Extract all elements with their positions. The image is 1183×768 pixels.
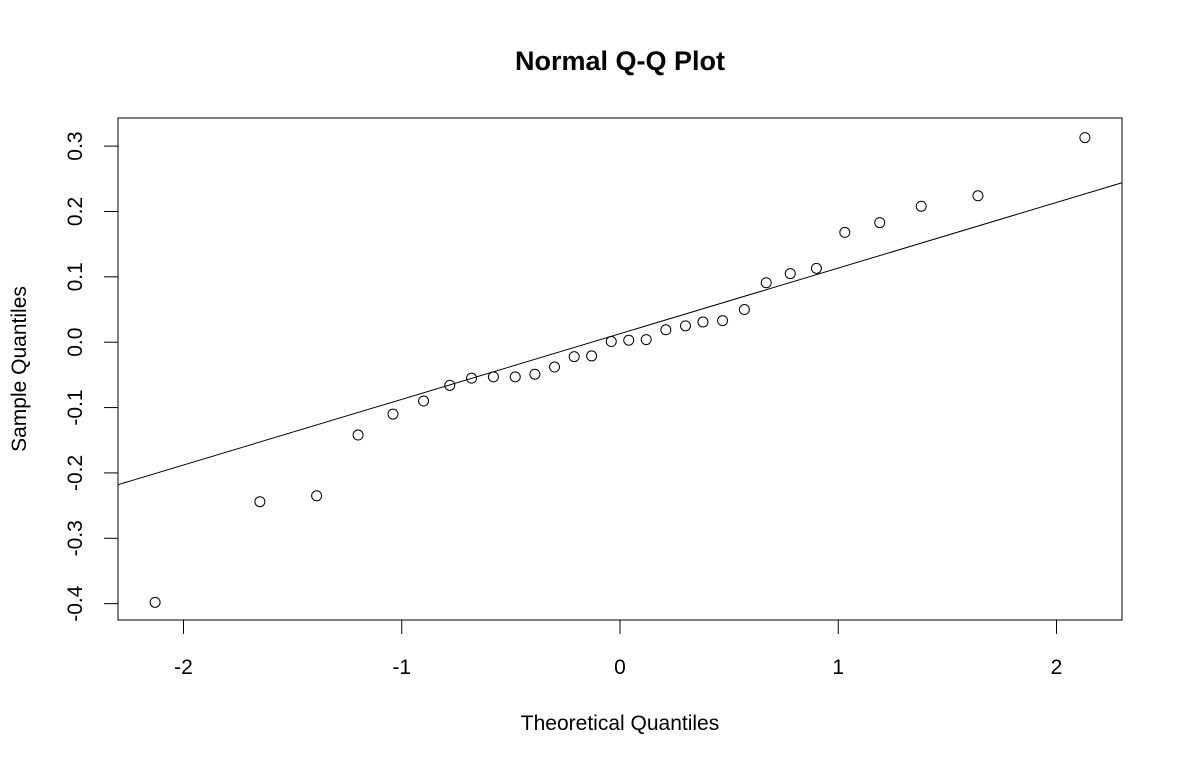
data-point — [1079, 132, 1091, 144]
y-tick-label: -0.3 — [64, 520, 87, 556]
data-point — [605, 336, 617, 348]
data-point — [254, 496, 266, 508]
plot-frame — [117, 117, 1123, 621]
data-point — [529, 368, 541, 380]
y-tick-label: -0.1 — [64, 389, 87, 425]
data-point — [352, 429, 364, 441]
data-point — [444, 379, 456, 391]
x-tick-label: -1 — [392, 656, 411, 679]
y-axis: -0.4 -0.3 -0.2 -0.1 0.0 0.1 0.2 0.3 — [64, 132, 119, 622]
data-points — [149, 132, 1091, 608]
data-point — [311, 490, 323, 502]
data-point — [839, 226, 851, 238]
x-axis-label: Theoretical Quantiles — [521, 712, 719, 735]
x-tick-label: -2 — [174, 656, 193, 679]
data-point — [738, 304, 750, 316]
data-point — [915, 200, 927, 212]
data-point — [697, 316, 709, 328]
y-tick-label: 0.3 — [64, 132, 87, 161]
data-point — [972, 190, 984, 202]
data-point — [679, 320, 691, 332]
data-point — [640, 334, 652, 346]
data-point — [418, 395, 430, 407]
y-tick-label: -0.4 — [64, 585, 87, 622]
chart-title: Normal Q-Q Plot — [515, 46, 725, 76]
y-tick-label: 0.1 — [64, 262, 87, 291]
data-point — [466, 372, 478, 384]
data-point — [387, 408, 399, 420]
x-axis: -2 -1 0 1 2 — [174, 619, 1063, 679]
reference-line — [117, 182, 1123, 486]
y-tick-label: 0.2 — [64, 197, 87, 226]
y-tick-label: 0.0 — [64, 328, 87, 357]
data-point — [568, 351, 580, 363]
y-tick-label: -0.2 — [64, 455, 87, 491]
y-axis-label: Sample Quantiles — [8, 286, 31, 452]
data-point — [586, 350, 598, 362]
data-point — [760, 277, 772, 289]
data-point — [487, 371, 499, 383]
x-tick-label: 1 — [832, 656, 844, 679]
data-point — [509, 371, 521, 383]
data-point — [810, 262, 822, 274]
data-point — [784, 268, 796, 280]
data-point — [623, 334, 635, 346]
data-point — [874, 217, 886, 229]
x-tick-label: 2 — [1051, 656, 1063, 679]
x-tick-label: 0 — [614, 656, 626, 679]
data-point — [549, 361, 561, 373]
data-point — [717, 315, 729, 327]
data-point — [149, 596, 161, 608]
data-point — [660, 324, 672, 336]
